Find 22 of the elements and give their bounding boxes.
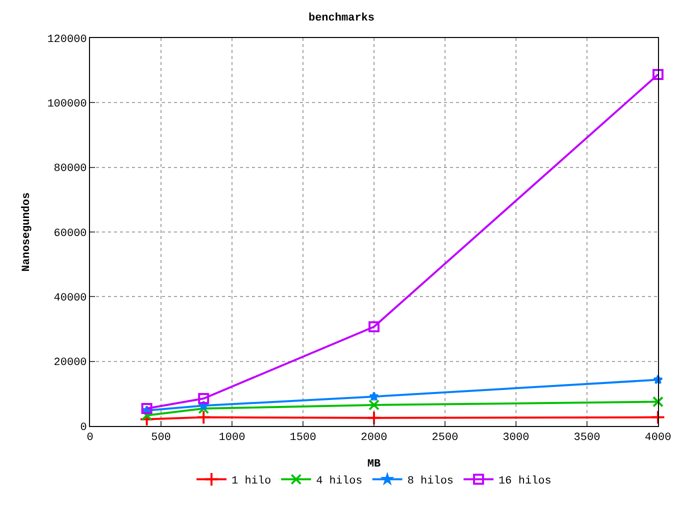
- chart-title: benchmarks: [308, 12, 375, 24]
- x-tick-label: 2500: [432, 432, 458, 444]
- x-tick-label: 1000: [218, 432, 246, 444]
- x-tick-label: 1500: [290, 432, 316, 444]
- y-axis-title: Nanosegundos: [20, 192, 33, 272]
- x-axis-title: MB: [367, 458, 381, 470]
- y-tick-label: 120000: [47, 34, 87, 46]
- legend-label: 8 hilos: [407, 476, 454, 488]
- y-tick-label: 60000: [54, 228, 87, 240]
- y-tick-label: 0: [80, 422, 87, 434]
- legend-label: 16 hilos: [498, 476, 552, 488]
- y-tick-label: 80000: [54, 163, 87, 176]
- y-tick-label: 100000: [47, 98, 87, 111]
- y-tick-label: 40000: [54, 292, 87, 305]
- y-tick-label: 20000: [54, 357, 87, 370]
- x-tick-label: 4000: [644, 432, 672, 444]
- x-tick-label: 2000: [360, 432, 388, 444]
- x-tick-label: 3500: [574, 432, 600, 444]
- x-tick-label: 3000: [502, 432, 530, 444]
- legend-label: 1 hilo: [232, 476, 272, 488]
- x-tick-label: 500: [151, 432, 171, 444]
- legend-label: 4 hilos: [316, 476, 362, 488]
